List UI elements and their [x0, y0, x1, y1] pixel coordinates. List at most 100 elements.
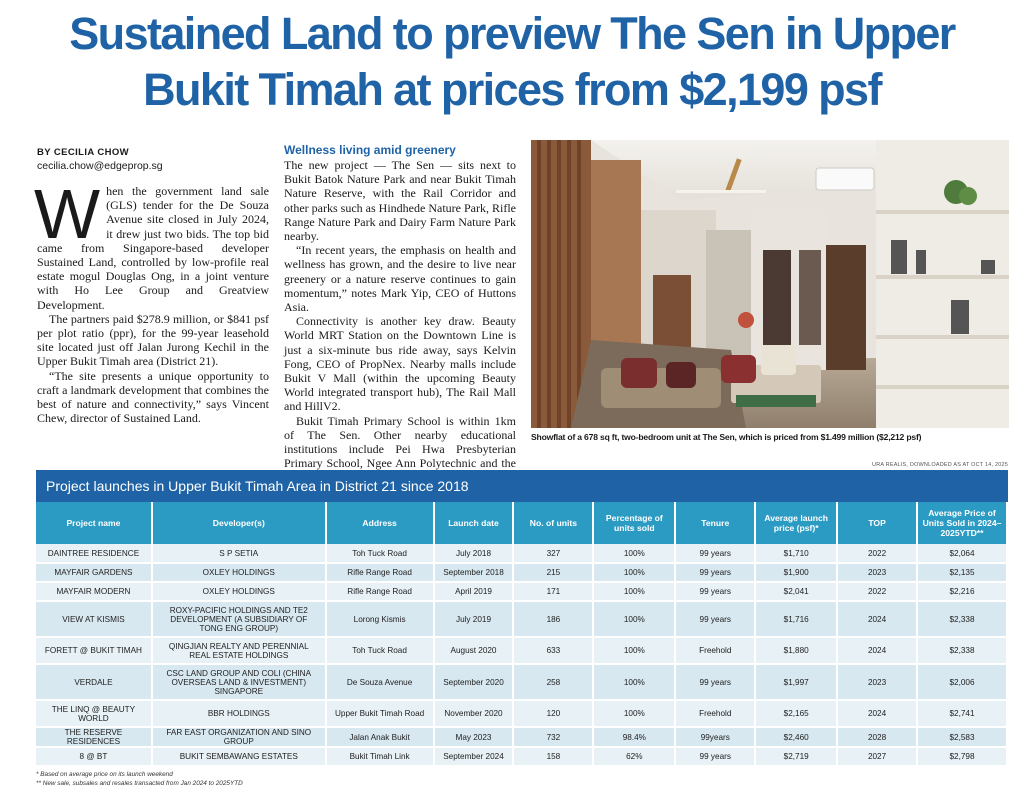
cell-units: 258	[513, 664, 595, 701]
paragraph: Connectivity is another key draw. Beauty…	[284, 314, 516, 414]
cell-avg-price-sold: $2,006	[917, 664, 1008, 701]
col-header-address: Address	[325, 502, 435, 544]
cell-percent-sold: 100%	[593, 601, 677, 638]
cell-project-name: VIEW AT KISMIS	[36, 601, 153, 638]
cell-developer: OXLEY HOLDINGS	[151, 563, 327, 583]
cell-percent-sold: 100%	[593, 582, 677, 602]
cell-launch-price: $1,880	[755, 637, 839, 665]
cell-percent-sold: 100%	[593, 544, 677, 564]
photo-caption: Showflat of a 678 sq ft, two-bedroom uni…	[531, 432, 922, 442]
cell-avg-price-sold: $2,741	[917, 700, 1008, 728]
cell-project-name: FORETT @ BUKIT TIMAH	[36, 637, 153, 665]
cell-launch-price: $2,165	[755, 700, 839, 728]
col-header-units: No. of units	[513, 502, 595, 544]
cell-project-name: VERDALE	[36, 664, 153, 701]
cell-top: 2028	[837, 727, 919, 748]
cell-developer: ROXY-PACIFIC HOLDINGS AND TE2 DEVELOPMEN…	[151, 601, 327, 638]
cell-top: 2024	[837, 637, 919, 665]
showflat-illustration	[531, 140, 1009, 428]
table-row: MAYFAIR MODERN OXLEY HOLDINGS Rifle Rang…	[36, 582, 1008, 602]
footnote: * Based on average price on its launch w…	[36, 771, 173, 778]
cell-project-name: THE LINQ @ BEAUTY WORLD	[36, 700, 153, 728]
cell-tenure: Freehold	[675, 637, 757, 665]
cell-developer: QINGJIAN REALTY AND PERENNIAL REAL ESTAT…	[151, 637, 327, 665]
cell-percent-sold: 100%	[593, 563, 677, 583]
cell-launch-price: $2,041	[755, 582, 839, 602]
cell-top: 2022	[837, 544, 919, 564]
cell-units: 171	[513, 582, 595, 602]
cell-launch-price: $1,710	[755, 544, 839, 564]
cell-launch-price: $1,900	[755, 563, 839, 583]
cell-avg-price-sold: $2,064	[917, 544, 1008, 564]
cell-units: 215	[513, 563, 595, 583]
table-row: THE RESERVE RESIDENCES FAR EAST ORGANIZA…	[36, 727, 1008, 748]
paragraph: “In recent years, the emphasis on health…	[284, 243, 516, 315]
cell-tenure: Freehold	[675, 700, 757, 728]
cell-units: 120	[513, 700, 595, 728]
paragraph-text: hen the government land sale (GLS) tende…	[37, 184, 269, 312]
table-row: THE LINQ @ BEAUTY WORLD BBR HOLDINGS Upp…	[36, 700, 1008, 728]
author-name: BY CECILIA CHOW	[37, 147, 130, 158]
paragraph: “The site presents a unique opportunity …	[37, 368, 269, 426]
cell-avg-price-sold: $2,338	[917, 637, 1008, 665]
cell-launch-date: November 2020	[433, 700, 515, 728]
cell-project-name: 8 @ BT	[36, 747, 153, 767]
table-row: MAYFAIR GARDENS OXLEY HOLDINGS Rifle Ran…	[36, 563, 1008, 583]
cell-percent-sold: 100%	[593, 700, 677, 728]
headline-line-2: Bukit Timah at prices from $2,199 psf	[143, 64, 882, 115]
cell-project-name: THE RESERVE RESIDENCES	[36, 727, 153, 748]
col-header-percent-sold: Percentage of units sold	[593, 502, 677, 544]
table-title: Project launches in Upper Bukit Timah Ar…	[36, 470, 1008, 502]
col-header-launch-price: Average launch price (psf)*	[755, 502, 839, 544]
cell-address: De Souza Avenue	[325, 664, 435, 701]
cell-launch-price: $2,719	[755, 747, 839, 767]
table-source: URA REALIS, DOWNLOADED AS AT OCT 14, 202…	[872, 462, 1008, 468]
cell-launch-date: September 2024	[433, 747, 515, 767]
cell-launch-date: July 2018	[433, 544, 515, 564]
byline: BY CECILIA CHOW cecilia.chow@edgeprop.sg	[37, 146, 163, 174]
cell-developer: CSC LAND GROUP AND COLI (CHINA OVERSEAS …	[151, 664, 327, 701]
cell-units: 633	[513, 637, 595, 665]
cell-address: Toh Tuck Road	[325, 544, 435, 564]
cell-percent-sold: 62%	[593, 747, 677, 767]
table-footnotes: * Based on average price on its launch w…	[36, 771, 243, 788]
cell-top: 2023	[837, 664, 919, 701]
cell-launch-price: $1,716	[755, 601, 839, 638]
cell-avg-price-sold: $2,338	[917, 601, 1008, 638]
cell-launch-date: September 2018	[433, 563, 515, 583]
drop-cap: W	[34, 175, 101, 253]
cell-percent-sold: 100%	[593, 664, 677, 701]
cell-launch-price: $2,460	[755, 727, 839, 748]
cell-launch-date: July 2019	[433, 601, 515, 638]
cell-developer: BUKIT SEMBAWANG ESTATES	[151, 747, 327, 767]
cell-project-name: MAYFAIR GARDENS	[36, 563, 153, 583]
col-header-project-name: Project name	[36, 502, 153, 544]
cell-tenure: 99 years	[675, 563, 757, 583]
cell-developer: BBR HOLDINGS	[151, 700, 327, 728]
author-email: cecilia.chow@edgeprop.sg	[37, 160, 163, 172]
cell-avg-price-sold: $2,135	[917, 563, 1008, 583]
article-column-2: Wellness living amid greenery The new pr…	[284, 143, 516, 485]
col-header-tenure: Tenure	[675, 502, 757, 544]
cell-units: 158	[513, 747, 595, 767]
cell-avg-price-sold: $2,216	[917, 582, 1008, 602]
cell-units: 732	[513, 727, 595, 748]
cell-launch-date: May 2023	[433, 727, 515, 748]
cell-tenure: 99years	[675, 727, 757, 748]
cell-avg-price-sold: $2,583	[917, 727, 1008, 748]
cell-address: Lorong Kismis	[325, 601, 435, 638]
cell-address: Rifle Range Road	[325, 582, 435, 602]
cell-address: Bukit Timah Link	[325, 747, 435, 767]
cell-avg-price-sold: $2,798	[917, 747, 1008, 767]
cell-top: 2024	[837, 700, 919, 728]
cell-top: 2023	[837, 563, 919, 583]
table-row: VIEW AT KISMIS ROXY-PACIFIC HOLDINGS AND…	[36, 601, 1008, 638]
cell-address: Toh Tuck Road	[325, 637, 435, 665]
cell-launch-price: $1,997	[755, 664, 839, 701]
cell-launch-date: April 2019	[433, 582, 515, 602]
cell-address: Jalan Anak Bukit	[325, 727, 435, 748]
table-row: 8 @ BT BUKIT SEMBAWANG ESTATES Bukit Tim…	[36, 747, 1008, 767]
cell-address: Rifle Range Road	[325, 563, 435, 583]
